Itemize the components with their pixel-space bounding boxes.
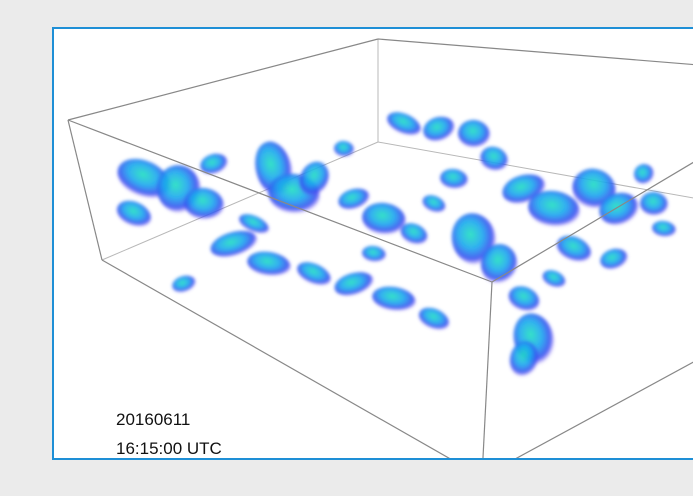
cloud-cells [111,107,677,379]
cloud-cell [198,151,230,178]
volume-render [54,29,693,460]
cloud-cell [383,107,424,140]
cloud-cell [476,142,512,176]
box-edge [482,359,693,460]
cloud-cell [598,246,630,273]
cloud-cell [170,273,197,295]
box-edge [102,260,482,460]
cloud-cell [361,244,387,264]
cloud-cell [438,167,469,192]
date-label: 20160611 [116,410,190,430]
time-label: 16:15:00 UTC [116,439,222,459]
cloud-cell [245,248,292,279]
cloud-cell [332,268,376,300]
cloud-cell [415,303,452,335]
box-edge [378,39,693,65]
cloud-cell [293,257,334,290]
box-edge [68,120,102,260]
cloud-cell [456,117,492,150]
cloud-cell [540,267,569,292]
cloud-cell [638,190,670,218]
box-edge [482,282,492,460]
cloud-cell [420,192,449,217]
cloud-cell [420,113,457,144]
cloud-cell [553,231,596,268]
page: {"timestamp": {"date": "20160611", "time… [0,0,693,496]
cloud-cell [370,283,417,314]
box-edge [68,39,378,120]
cloud-cell [504,281,543,316]
cloud-cell [651,219,677,239]
cloud-cell [632,162,656,186]
cloud-cell [333,139,355,158]
cloud-cell [113,196,156,233]
render-panel: 20160611 16:15:00 UTC [52,27,693,460]
